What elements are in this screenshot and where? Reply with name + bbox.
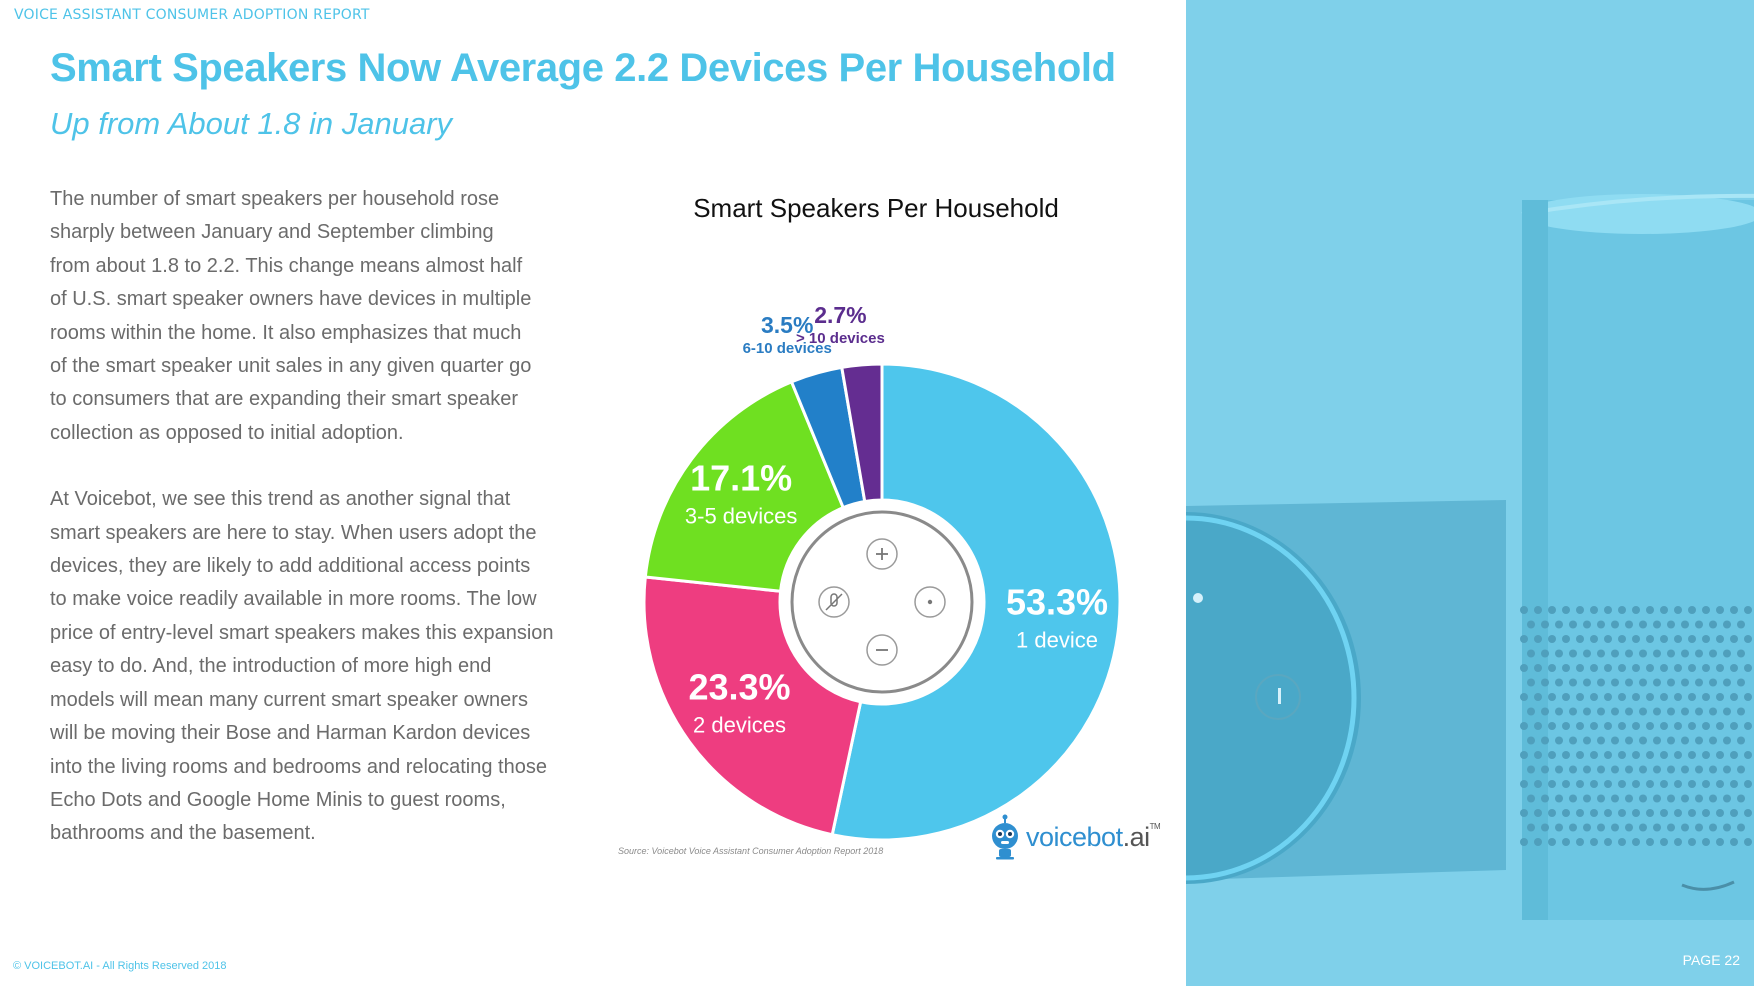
brand-wordmark: voicebot.aiTM (1026, 821, 1161, 853)
brand-suffix: .ai (1122, 821, 1151, 852)
body-paragraph-1: The number of smart speakers per househo… (50, 188, 532, 444)
page-title: Smart Speakers Now Average 2.2 Devices P… (50, 46, 1116, 90)
brand-tm: TM (1149, 821, 1161, 831)
page-number: PAGE 22 (1682, 952, 1740, 968)
speaker-photo-illustration (1186, 0, 1754, 986)
slice-category-label: > 10 devices (796, 330, 885, 347)
slice-label: 53.3% 1 device (1006, 582, 1108, 653)
slice-percent-label: 17.1% (690, 457, 792, 498)
donut-slice (643, 379, 846, 593)
page-subtitle: Up from About 1.8 in January (50, 106, 453, 141)
chart-source: Source: Voicebot Voice Assistant Consume… (618, 846, 884, 856)
body-paragraph-2: At Voicebot, we see this trend as anothe… (50, 488, 554, 845)
footer-copyright: © VOICEBOT.AI - All Rights Reserved 2018 (13, 960, 227, 972)
slice-percent-label: 53.3% (1006, 582, 1108, 623)
speaker-top-icon (782, 502, 982, 702)
slice-category-label: 2 devices (693, 712, 786, 737)
speaker-grille (1520, 606, 1752, 846)
slice-percent-label: 23.3% (688, 666, 790, 707)
donut-slice (830, 362, 1122, 842)
robot-mascot-icon (992, 814, 1018, 860)
brand-logo: voicebot.aiTM (988, 812, 1161, 862)
slice-category-label: 6-10 devices (743, 340, 832, 357)
slice-label: 23.3% 2 devices (688, 666, 790, 737)
slice-category-label: 3-5 devices (685, 503, 798, 528)
report-header: VOICE ASSISTANT CONSUMER ADOPTION REPORT (14, 7, 370, 23)
slice-label: 2.7% > 10 devices (796, 302, 885, 347)
slice-percent-label: 3.5% (761, 312, 813, 338)
body-text: The number of smart speakers per househo… (50, 183, 575, 884)
donut-slice (642, 575, 863, 837)
bottom-strip (0, 986, 1754, 988)
slice-label: 17.1% 3-5 devices (685, 457, 798, 528)
donut-slice (840, 362, 884, 504)
chart-title: Smart Speakers Per Household (693, 193, 1059, 223)
donut-chart: 53.3% 1 device 23.3% 2 devices 17.1% 3-5 devi… (642, 302, 1122, 842)
brand-name: voicebot (1026, 821, 1123, 852)
slice-label: 3.5% 6-10 devices (743, 312, 832, 357)
smart-speaker-photo: PAGE 22 (1186, 0, 1754, 986)
slice-percent-label: 2.7% (814, 302, 866, 328)
slice-category-label: 1 device (1016, 628, 1098, 653)
